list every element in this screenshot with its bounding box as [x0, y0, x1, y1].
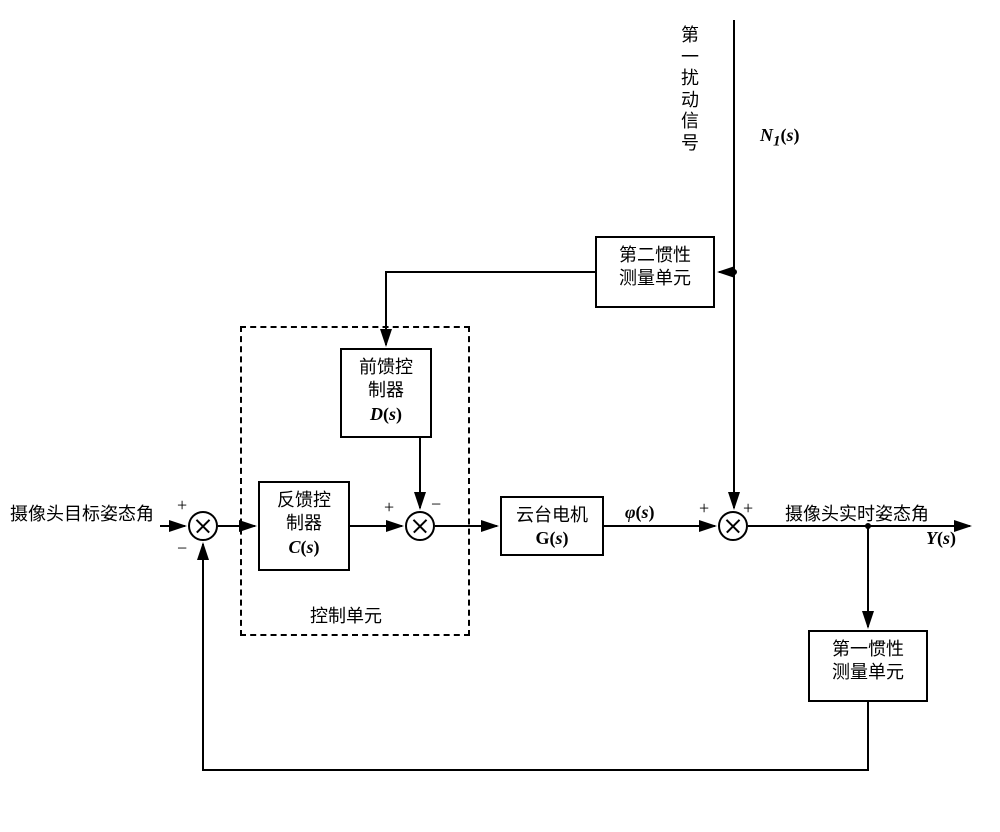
block-diagram-canvas: 第 一 扰 动 信 号 N1(s) 第二惯性 测量单元 前馈控 制器 D(s) … [0, 0, 1000, 832]
connections [0, 0, 1000, 832]
